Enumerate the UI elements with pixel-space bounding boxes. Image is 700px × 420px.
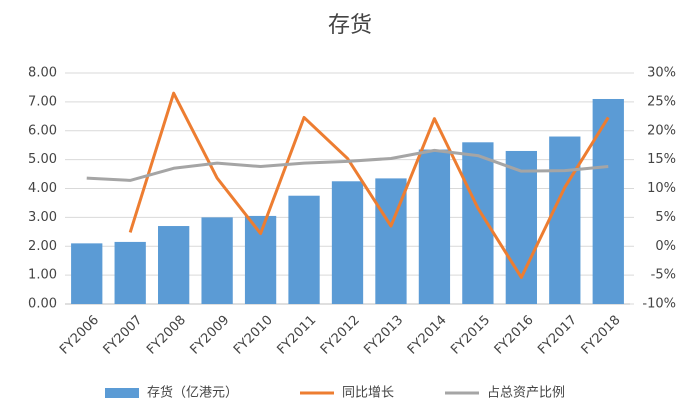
y-tick-label: 1.00 (28, 268, 57, 283)
bar (71, 243, 103, 304)
x-tick-label: FY2018 (579, 313, 624, 358)
y2-tick-label: 0% (655, 239, 676, 254)
y-tick-label: 7.00 (28, 94, 57, 109)
line (86, 148, 609, 182)
y2-tick-label: -10% (642, 297, 676, 312)
legend-label: 占总资产比例 (487, 386, 565, 401)
y2-tick-label: 10% (647, 181, 676, 196)
x-tick-label: FY2008 (144, 313, 189, 358)
x-tick-label: FY2010 (231, 313, 276, 358)
y2-tick-label: 20% (647, 123, 676, 138)
bar (331, 181, 364, 304)
y-tick-label: 8.00 (28, 66, 57, 81)
legend-label: 同比增长 (342, 386, 394, 401)
bar (244, 215, 277, 304)
x-tick-label: FY2013 (361, 313, 406, 358)
bar (418, 149, 451, 304)
legend-swatch (105, 388, 139, 398)
x-tick-label: FY2006 (57, 313, 102, 358)
y2-tick-label: 30% (647, 66, 676, 81)
y2-tick-label: -5% (651, 268, 676, 283)
x-tick-label: FY2015 (448, 313, 493, 358)
y-tick-label: 2.00 (28, 239, 57, 254)
x-tick-label: FY2009 (188, 313, 233, 358)
y-tick-label: 6.00 (28, 123, 57, 138)
bar (592, 98, 624, 304)
y-tick-label: 3.00 (28, 210, 57, 225)
y-tick-label: 0.00 (28, 297, 57, 312)
y2-tick-label: 5% (655, 210, 676, 225)
bar (114, 241, 146, 304)
bar (158, 226, 190, 304)
x-tick-label: FY2012 (318, 313, 363, 358)
y-tick-label: 4.00 (28, 181, 57, 196)
y-tick-label: 5.00 (28, 152, 57, 167)
chart-title: 存货 (328, 13, 372, 38)
x-tick-label: FY2016 (492, 313, 537, 358)
bar (288, 195, 320, 304)
x-tick-label: FY2007 (101, 313, 146, 358)
x-tick-label: FY2014 (405, 313, 450, 358)
legend-label: 存货（亿港元） (147, 385, 238, 401)
bar (505, 150, 537, 304)
bar (201, 217, 233, 304)
bar (549, 136, 581, 304)
y2-tick-label: 25% (647, 94, 676, 109)
y2-tick-label: 15% (647, 152, 676, 167)
x-tick-label: FY2011 (274, 313, 319, 358)
x-tick-label: FY2017 (535, 313, 580, 358)
